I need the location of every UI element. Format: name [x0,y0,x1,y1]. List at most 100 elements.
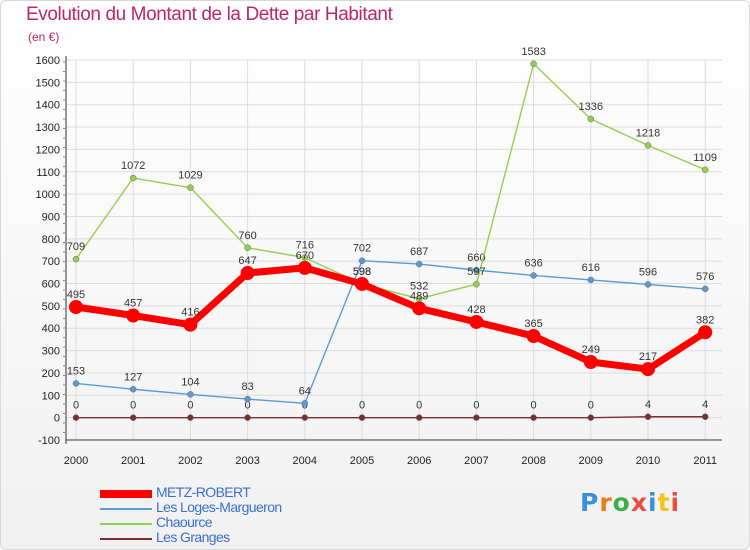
data-point [473,414,480,421]
proxiti-logo: Proxiti [580,488,680,517]
data-point [358,414,366,421]
logo-letter: i [648,488,658,517]
x-tick-label: 2002 [178,455,202,467]
data-label: 597 [467,266,485,278]
y-tick-label: 1600 [36,55,60,67]
data-label: 0 [187,400,193,412]
data-label: 598 [353,266,371,278]
data-label: 709 [67,241,85,253]
series-line-Les Loges-Margueron [75,260,706,405]
data-label: 0 [130,400,136,412]
data-point [297,260,312,275]
data-label: 687 [410,246,428,258]
data-label: 760 [238,230,256,242]
legend-item: Chaource [100,514,340,531]
data-point [72,380,80,387]
y-tick-label: 500 [42,301,60,313]
data-point [587,115,595,123]
data-label: 0 [73,400,79,412]
data-label: 532 [410,281,428,293]
y-tick-label: 1500 [36,77,60,89]
x-tick-label: 2011 [693,455,717,467]
legend: METZ-ROBERT Les Loges-Margueron Chaource Le… [100,484,340,546]
data-point [244,414,251,421]
data-label: 489 [410,290,428,302]
data-point [244,395,251,403]
data-point [698,325,713,340]
data-point [701,285,709,293]
legend-swatch [100,537,152,540]
logo-letter: r [599,488,613,517]
x-tick-label: 2006 [407,455,431,467]
legend-swatch [100,489,152,498]
data-label: 1109 [693,152,717,164]
data-label: 647 [238,255,256,267]
data-point [358,257,366,264]
x-tick-label: 2009 [579,455,603,467]
data-point [644,413,652,421]
data-point [473,280,480,288]
legend-swatch [100,507,152,510]
data-label: 217 [639,351,657,363]
logo-letter: i [670,488,681,517]
logo-letter: o [612,488,631,517]
data-label: 249 [582,344,600,356]
data-point [526,329,541,344]
data-label: 83 [241,381,253,393]
data-label: 660 [467,252,485,264]
y-tick-label: 400 [42,323,60,335]
data-point [187,391,194,398]
data-point [187,414,194,421]
y-tick-label: 1300 [36,122,60,134]
data-point [587,414,595,421]
y-tick-label: 1000 [36,189,60,201]
data-point [412,301,427,316]
data-point [301,254,309,261]
logo-letter: t [657,488,671,517]
x-tick-label: 2001 [121,455,145,467]
data-label: 576 [696,271,714,283]
legend-label: Les Granges [156,529,230,545]
x-tick-label: 2007 [464,455,488,467]
legend-item: METZ-ROBERT [100,484,340,501]
data-label: 670 [296,250,314,262]
data-label: 636 [524,257,542,269]
data-point [355,276,369,291]
data-point [415,414,423,421]
y-tick-label: 900 [42,211,60,223]
x-tick-label: 2005 [350,455,374,467]
y-tick-label: 1400 [36,100,60,112]
data-label: 0 [416,400,422,412]
data-point [583,354,598,369]
legend-label: Chaource [156,514,213,530]
chart-subtitle: (en €) [28,30,60,44]
x-tick-label: 2004 [293,455,317,467]
data-point [240,266,255,281]
y-tick-label: 800 [42,234,60,246]
data-point [129,386,137,393]
y-tick-label: 100 [42,390,60,402]
data-point [129,174,137,182]
data-point [415,260,423,268]
data-point [644,142,652,149]
data-point [183,317,198,332]
legend-item: Les Loges-Margueron [100,499,340,516]
legend-label: Les Loges-Margueron [156,499,282,515]
data-label: 365 [524,318,542,330]
data-label: 416 [181,307,199,319]
legend-swatch [100,522,152,525]
data-label: 0 [531,400,537,412]
data-label: 428 [467,304,485,316]
series-line-Les Granges [76,416,706,419]
data-label: 153 [67,365,85,377]
logo-letter: x [630,488,648,517]
data-label: 382 [696,314,714,326]
logo-letter: P [580,488,600,517]
data-label: 0 [245,400,251,412]
x-tick-label: 2000 [64,455,88,467]
data-point [72,414,80,421]
data-point [587,276,595,284]
data-label: 4 [645,399,651,411]
